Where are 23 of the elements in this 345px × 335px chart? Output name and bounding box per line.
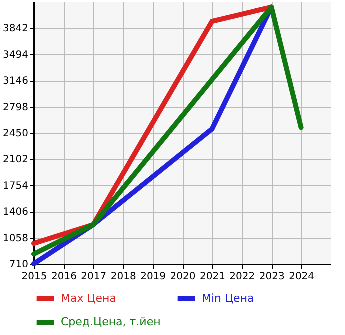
- y-tick-label: 2450: [3, 128, 28, 140]
- y-tick-label: 2798: [3, 102, 28, 114]
- y-tick-label: 1406: [3, 207, 28, 218]
- x-tick-label: 2022: [230, 272, 256, 282]
- legend-label: Min Цена: [202, 292, 254, 305]
- x-tick-label: 2015: [22, 272, 48, 282]
- y-tick-label: 710: [9, 260, 28, 270]
- x-tick-label: 2021: [200, 272, 226, 282]
- x-tick-label: 2020: [170, 272, 196, 282]
- y-tick-label: 3842: [3, 24, 28, 35]
- y-tick-label: 3494: [3, 50, 28, 61]
- x-tick-label: 2024: [289, 272, 315, 282]
- y-tick-label: 1754: [3, 180, 28, 192]
- y-tick-label: 3146: [3, 76, 28, 88]
- legend-label: Max Цена: [61, 292, 116, 305]
- legend-label: Сред.Цена, т.йен: [61, 316, 161, 328]
- y-tick-label: 2102: [3, 154, 28, 166]
- x-tick-label: 2018: [110, 272, 136, 282]
- x-tick-label: 2023: [259, 272, 285, 282]
- y-tick-label: 1058: [3, 233, 28, 244]
- x-tick-label: 2017: [81, 272, 107, 282]
- x-tick-label: 2019: [140, 272, 166, 282]
- x-tick-label: 2016: [51, 272, 77, 282]
